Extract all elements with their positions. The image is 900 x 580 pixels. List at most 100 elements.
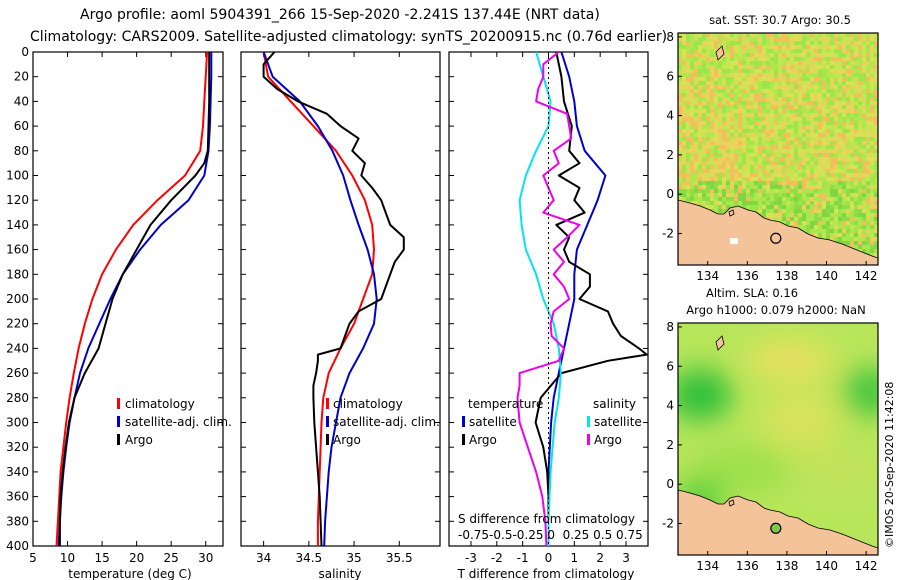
sst-cell bbox=[794, 145, 798, 149]
sst-cell bbox=[762, 161, 766, 165]
sst-cell bbox=[722, 169, 726, 173]
sst-cell bbox=[730, 205, 734, 209]
sst-cell bbox=[790, 181, 794, 185]
sst-cell bbox=[722, 37, 726, 41]
sst-cell bbox=[766, 101, 770, 105]
sst-cell bbox=[774, 65, 778, 69]
sst-cell bbox=[718, 125, 722, 129]
sst-cell bbox=[750, 105, 754, 109]
sst-cell bbox=[694, 89, 698, 93]
sst-cell bbox=[706, 173, 710, 177]
sst-cell bbox=[830, 185, 834, 189]
sst-cell bbox=[682, 121, 686, 125]
sst-cell bbox=[698, 89, 702, 93]
sst-cell bbox=[734, 41, 738, 45]
sst-cell bbox=[874, 109, 878, 113]
sst-cell bbox=[794, 33, 798, 37]
sst-cell bbox=[730, 45, 734, 49]
sst-cell bbox=[698, 109, 702, 113]
sst-cell bbox=[834, 201, 838, 205]
sst-cell bbox=[870, 217, 874, 221]
sst-cell bbox=[722, 121, 726, 125]
sst-cell bbox=[862, 213, 866, 217]
sst-cell bbox=[778, 45, 782, 49]
sst-cell bbox=[834, 33, 838, 37]
sst-cell bbox=[818, 109, 822, 113]
sst-cell bbox=[850, 197, 854, 201]
sst-cell bbox=[854, 117, 858, 121]
sst-cell bbox=[774, 53, 778, 57]
sst-cell bbox=[806, 133, 810, 137]
sst-cell bbox=[866, 157, 870, 161]
sst-cell bbox=[690, 49, 694, 53]
sst-cell bbox=[758, 125, 762, 129]
sst-cell bbox=[746, 169, 750, 173]
sst-cell bbox=[786, 57, 790, 61]
sst-cell bbox=[706, 117, 710, 121]
sst-cell bbox=[830, 89, 834, 93]
sst-cell bbox=[690, 33, 694, 37]
sst-cell bbox=[762, 149, 766, 153]
sst-cell bbox=[834, 117, 838, 121]
sst-cell bbox=[846, 149, 850, 153]
sst-cell bbox=[718, 81, 722, 85]
sst-cell bbox=[738, 69, 742, 73]
sst-cell bbox=[842, 205, 846, 209]
sst-cell bbox=[778, 113, 782, 117]
sst-cell bbox=[850, 201, 854, 205]
sst-cell bbox=[858, 245, 862, 249]
sst-cell bbox=[786, 221, 790, 225]
sst-cell bbox=[810, 61, 814, 65]
sst-cell bbox=[850, 85, 854, 89]
temperature-legend: climatology satellite-adj. clim. Argo bbox=[117, 397, 232, 447]
sst-cell bbox=[798, 169, 802, 173]
sst-cell bbox=[714, 37, 718, 41]
sst-cell bbox=[810, 197, 814, 201]
sst-cell bbox=[846, 153, 850, 157]
y-tick-label: 340 bbox=[6, 465, 29, 479]
sst-cell bbox=[802, 201, 806, 205]
sst-cell bbox=[866, 169, 870, 173]
sst-cell bbox=[778, 201, 782, 205]
sst-cell bbox=[758, 145, 762, 149]
sst-cell bbox=[822, 153, 826, 157]
sst-cell bbox=[834, 193, 838, 197]
sst-cell bbox=[854, 33, 858, 37]
sst-cell bbox=[794, 181, 798, 185]
sst-cell bbox=[762, 113, 766, 117]
y-tick-label: 160 bbox=[6, 243, 29, 257]
sst-cell bbox=[706, 189, 710, 193]
sst-cell bbox=[738, 93, 742, 97]
sst-cell bbox=[798, 133, 802, 137]
sst-cell bbox=[846, 145, 850, 149]
sst-cell bbox=[854, 105, 858, 109]
sst-cell bbox=[742, 173, 746, 177]
sst-cell bbox=[746, 137, 750, 141]
sst-cell bbox=[806, 169, 810, 173]
sst-cell bbox=[838, 77, 842, 81]
sst-cell bbox=[854, 145, 858, 149]
sst-cell bbox=[746, 73, 750, 77]
sst-cell bbox=[842, 77, 846, 81]
sst-cell bbox=[874, 85, 878, 89]
sst-cell bbox=[750, 121, 754, 125]
sst-cell bbox=[810, 153, 814, 157]
sst-cell bbox=[850, 33, 854, 37]
sst-cell bbox=[846, 53, 850, 57]
sst-cell bbox=[802, 137, 806, 141]
sst-cell bbox=[734, 149, 738, 153]
sst-cell bbox=[726, 117, 730, 121]
sst-cell bbox=[770, 57, 774, 61]
sst-cell bbox=[718, 201, 722, 205]
sst-cell bbox=[842, 45, 846, 49]
sst-cell bbox=[786, 165, 790, 169]
sst-cell bbox=[694, 53, 698, 57]
sst-cell bbox=[858, 81, 862, 85]
sst-cell bbox=[862, 241, 866, 245]
sst-cell bbox=[802, 117, 806, 121]
sst-cell bbox=[778, 149, 782, 153]
figure-title-line2: Climatology: CARS2009. Satellite-adjuste… bbox=[30, 29, 667, 45]
sst-cell bbox=[706, 181, 710, 185]
sst-cell bbox=[786, 73, 790, 77]
sst-cell bbox=[794, 105, 798, 109]
